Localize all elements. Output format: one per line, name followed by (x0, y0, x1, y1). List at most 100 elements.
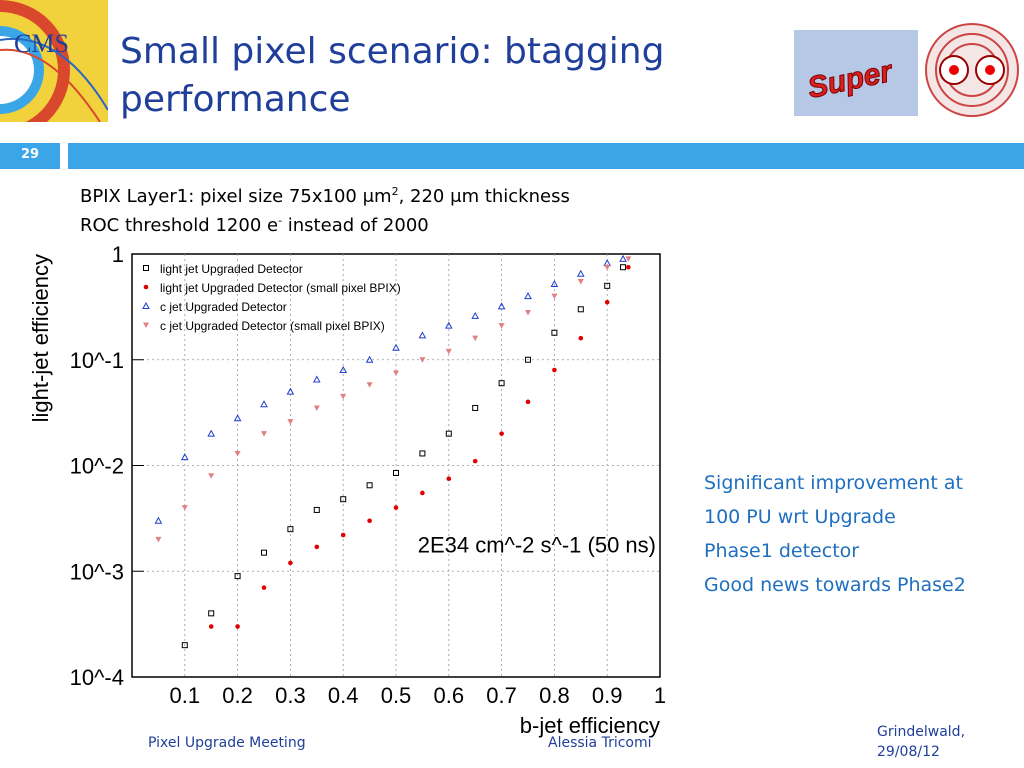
series-3-point (472, 335, 479, 342)
series-2-point (312, 375, 321, 383)
series-3-point (525, 309, 531, 316)
series-0-point (313, 506, 320, 513)
series-0-point (577, 306, 584, 313)
series-1-point (288, 560, 293, 566)
thickness-mu: μ (450, 186, 462, 207)
series-0-point (472, 404, 479, 411)
series-3-point (261, 431, 267, 437)
series-0-point (208, 610, 215, 617)
series-2-point (233, 414, 242, 422)
series-3-point (181, 505, 188, 511)
series-0-point (181, 642, 188, 649)
slide-number: 29 (20, 147, 40, 162)
slide-number-bar (0, 143, 60, 169)
pixel-size-text: BPIX Layer1: pixel size 75x100 μm2, 220 … (80, 185, 570, 207)
series-0-point (525, 356, 531, 363)
x-tick-label: 0.6 (434, 683, 465, 708)
summary-line-2: 100 PU wrt Upgrade (704, 506, 896, 528)
series-0-point (366, 482, 373, 489)
series-0-point (419, 450, 426, 457)
series-0-point (340, 496, 347, 503)
title-line-1: Small pixel scenario: btagging (120, 31, 665, 72)
pixel-size-mu: μ (362, 186, 375, 207)
series-3-point (577, 278, 584, 285)
roc-threshold-a: ROC threshold 1200 e (80, 215, 279, 236)
legend-entry: light jet Upgraded Detector (160, 262, 303, 276)
series-1-point (420, 490, 425, 496)
series-2-point (619, 254, 627, 262)
series-3-point (340, 393, 347, 400)
header-bar (68, 143, 1024, 169)
series-0-point (287, 526, 294, 533)
footer-meeting: Pixel Upgrade Meeting (148, 735, 306, 751)
footer-author: Alessia Tricomi (548, 735, 652, 751)
super-banner: Super (794, 30, 918, 116)
series-1-point (235, 624, 240, 629)
series-0-point (261, 549, 267, 556)
pixel-size-text-b: m (374, 186, 392, 207)
series-3-point (313, 405, 320, 411)
legend-marker (143, 284, 149, 290)
luminosity-annotation: 2E34 cm^-2 s^-1 (50 ns) (418, 533, 656, 558)
x-tick-label: 0.4 (328, 683, 359, 708)
series-2-point (180, 453, 189, 461)
pixel-size-text-a: BPIX Layer1: pixel size 75x100 (80, 186, 363, 207)
series-1-point (472, 458, 478, 464)
x-tick-label: 0.8 (539, 683, 570, 708)
series-3-point (393, 370, 399, 376)
legend-marker (143, 322, 149, 328)
series-1-point (604, 299, 610, 305)
series-1-point (208, 624, 214, 629)
x-axis-label: b-jet efficiency (520, 713, 660, 738)
series-2-point (207, 429, 216, 437)
series-0-point (234, 573, 241, 580)
x-tick-label: 0.9 (592, 683, 623, 708)
series-3-point (234, 450, 241, 457)
magnet-ring-image (920, 20, 1024, 120)
x-tick-label: 1 (654, 683, 666, 708)
series-3-point (419, 357, 426, 363)
series-3-point (625, 256, 632, 262)
x-tick-label: 0.5 (381, 683, 412, 708)
legend-entry: c jet Upgraded Detector (small pixel BPI… (160, 319, 385, 333)
summary-note: Significant improvement at 100 PU wrt Up… (704, 466, 1024, 602)
summary-line-3: Phase1 detector (704, 540, 860, 562)
series-2-point (392, 343, 400, 351)
roc-threshold-text: ROC threshold 1200 e- instead of 2000 (80, 214, 429, 236)
footer-location-date: Grindelwald, 29/08/12 (877, 722, 965, 762)
roc-threshold-b: instead of 2000 (282, 215, 429, 236)
y-tick-label: 1 (112, 242, 124, 267)
series-1-point (525, 399, 531, 405)
title-line-2: performance (120, 79, 351, 120)
series-0-point (393, 469, 399, 476)
cms-logo-text: CMS (14, 29, 69, 58)
series-3-point (551, 293, 558, 300)
series-0-point (445, 430, 452, 437)
series-2-point (260, 400, 268, 408)
x-tick-label: 0.7 (486, 683, 517, 708)
x-tick-label: 0.2 (222, 683, 253, 708)
series-2-point (550, 279, 559, 288)
series-0-point (498, 380, 505, 387)
series-2-point (444, 321, 453, 329)
series-3-point (445, 348, 452, 355)
series-3-point (366, 382, 373, 388)
series-2-point (286, 387, 295, 395)
series-2-point (497, 302, 506, 310)
series-1-point (314, 544, 320, 550)
series-3-point (498, 323, 505, 329)
cms-logo: CMS (0, 0, 109, 140)
legend-marker (142, 301, 150, 309)
series-2-point (418, 331, 427, 339)
series-3-point (604, 264, 611, 271)
y-tick-label: 10^-3 (70, 559, 124, 584)
y-tick-label: 10^-4 (70, 665, 124, 690)
series-1-point (552, 367, 557, 373)
summary-line-1: Significant improvement at (704, 472, 963, 494)
roc-threshold-sup: - (278, 214, 283, 227)
series-0-point (551, 329, 558, 336)
x-tick-label: 0.1 (170, 683, 201, 708)
y-tick-label: 10^-1 (70, 348, 124, 373)
series-1-point (446, 476, 452, 482)
series-1-point (340, 532, 346, 538)
